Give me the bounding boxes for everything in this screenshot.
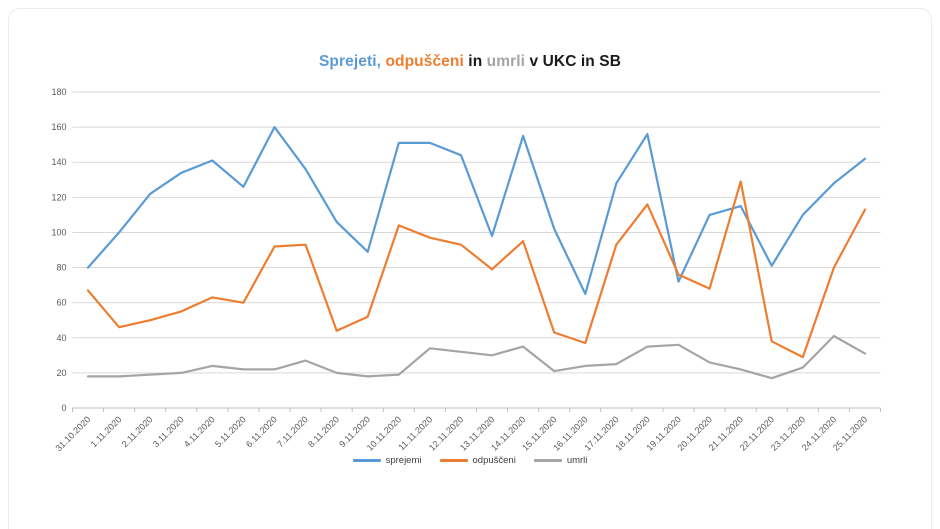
chart-legend: sprejemi odpuščeni umrli xyxy=(0,455,940,466)
chart-card-border xyxy=(8,8,932,529)
legend-label: odpuščeni xyxy=(472,455,516,466)
x-axis-label: 5.11.2020 xyxy=(213,414,248,449)
legend-item-umrli: umrli xyxy=(533,455,588,466)
y-axis-label: 0 xyxy=(61,403,66,413)
y-axis-label: 120 xyxy=(51,192,66,202)
title-segment: umrli xyxy=(486,53,526,70)
title-segment: Sprejeti, xyxy=(318,53,382,70)
x-axis-label: 7.11.2020 xyxy=(275,414,310,449)
x-axis-label: 4.11.2020 xyxy=(182,414,217,449)
y-axis-label: 40 xyxy=(56,333,66,343)
x-axis-label: 8.11.2020 xyxy=(306,414,341,449)
y-axis-label: 140 xyxy=(51,157,66,167)
y-axis-label: 60 xyxy=(56,298,66,308)
x-axis-label: 3.11.2020 xyxy=(151,414,186,449)
y-axis-label: 100 xyxy=(51,227,66,237)
title-segment: odpuščeni xyxy=(381,53,464,70)
series-line-sprejemi xyxy=(86,125,867,295)
chart-title: Sprejeti, odpuščeni in umrli v UKC in SB xyxy=(0,53,940,71)
series-line-odpuščeni xyxy=(86,180,867,359)
x-axis-label: 6.11.2020 xyxy=(244,414,279,449)
y-axis-label: 160 xyxy=(51,122,66,132)
x-axis-label: 31.10.2020 xyxy=(54,414,93,453)
y-axis-label: 20 xyxy=(56,368,66,378)
legend-line-swatch xyxy=(439,459,468,462)
series-line-umrli xyxy=(86,334,867,380)
legend-item-odpuščeni: odpuščeni xyxy=(439,455,516,466)
title-segment: v UKC in SB xyxy=(525,53,622,70)
y-axis-label: 180 xyxy=(51,87,66,97)
x-axis-label: 1.11.2020 xyxy=(89,414,124,449)
legend-label: sprejemi xyxy=(385,455,422,466)
y-axis-label: 80 xyxy=(56,263,66,273)
legend-line-swatch xyxy=(533,459,562,462)
legend-item-sprejemi: sprejemi xyxy=(352,455,422,466)
legend-line-swatch xyxy=(352,459,381,462)
title-segment: in xyxy=(463,53,487,70)
legend-label: umrli xyxy=(566,455,588,466)
x-axis-label: 2.11.2020 xyxy=(120,414,155,449)
